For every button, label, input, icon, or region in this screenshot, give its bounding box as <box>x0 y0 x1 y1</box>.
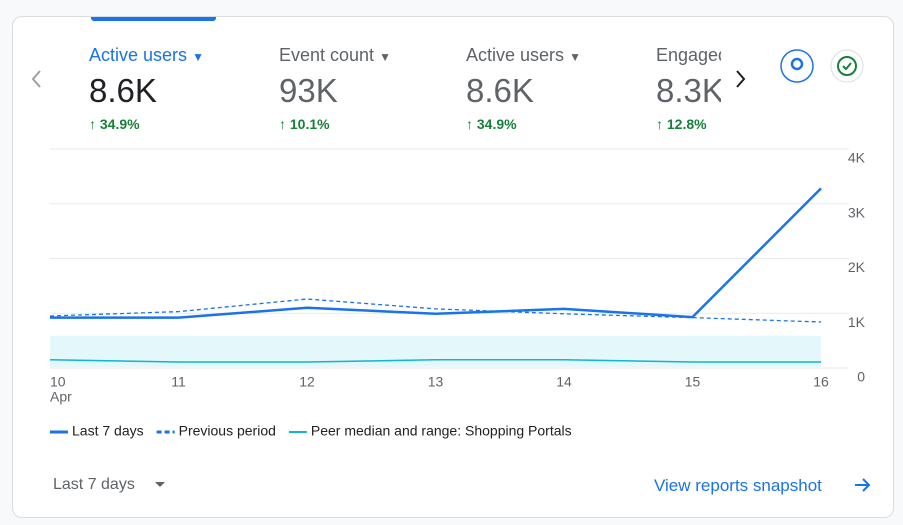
check-glyph <box>837 56 857 76</box>
previous-line <box>49 298 822 323</box>
x-tick-label: 15 <box>685 374 701 390</box>
metric-change: 34.9% <box>476 116 517 132</box>
x-tick-label: 13 <box>428 374 444 390</box>
x-tick-label: 10 <box>50 374 66 390</box>
metric-value: 8.6K <box>89 72 157 109</box>
insights-icon[interactable] <box>780 49 814 83</box>
snapshot-link[interactable]: View reports snapshot <box>654 476 822 495</box>
check-mark <box>842 62 852 71</box>
peer-range <box>50 335 821 367</box>
x-month-label: Apr <box>50 389 72 405</box>
metric-change: 10.1% <box>289 116 330 132</box>
x-tick-label: 12 <box>299 374 315 390</box>
y-tick-label: 0 <box>857 369 865 385</box>
metric-value: 93K <box>279 72 338 109</box>
metric-label: Active users <box>466 45 565 65</box>
period-selector[interactable]: Last 7 days <box>53 476 135 493</box>
metric-tab[interactable]: Engaged sessions 8.3K ↑ 12.8% <box>656 45 721 132</box>
metric-value: 8.6K <box>466 72 534 109</box>
metric-tab[interactable]: Event count ▼ 93K ↑ 10.1% <box>279 45 449 132</box>
tab-indicator <box>91 17 216 21</box>
legend-label: Last 7 days <box>72 423 144 439</box>
y-tick-label: 1K <box>848 314 866 330</box>
metric-label: Event count <box>279 45 375 65</box>
legend-label: Previous period <box>179 423 276 439</box>
metric-change: 12.8% <box>666 116 707 132</box>
link-arrow <box>855 478 871 492</box>
legend-label: Peer median and range: Shopping Portals <box>311 423 572 439</box>
y-tick-label: 2K <box>848 259 866 275</box>
metric-tab[interactable]: Active users ▼ 8.6K ↑ 34.9% <box>466 45 636 132</box>
x-tick-label: 14 <box>556 374 572 390</box>
card: Active users ▼ 8.6K ↑ 34.9% Event count … <box>12 16 894 518</box>
metric-value: 8.3K <box>656 72 721 109</box>
insights-glyph <box>790 57 804 71</box>
peer-median <box>49 359 821 363</box>
y-tick-label: 4K <box>848 150 866 166</box>
check-icon[interactable] <box>830 49 864 83</box>
current-line <box>50 187 822 319</box>
dropdown-caret <box>155 482 165 487</box>
prev-arrow[interactable] <box>31 70 41 88</box>
metric-label: Engaged sessions <box>656 45 721 65</box>
x-tick-label: 16 <box>813 374 829 390</box>
metric-tab[interactable]: Active users ▼ 8.6K ↑ 34.9% <box>89 45 259 132</box>
x-tick-label: 11 <box>171 374 186 390</box>
metric-change: 34.9% <box>99 116 140 132</box>
chart: 0 1K 2K 3K 4K 10 11 12 13 14 15 16 Apr Last 7 days Pr… <box>31 49 871 492</box>
metric-label: Active users <box>89 45 188 65</box>
next-arrow[interactable] <box>736 70 746 88</box>
y-tick-label: 3K <box>848 204 866 220</box>
